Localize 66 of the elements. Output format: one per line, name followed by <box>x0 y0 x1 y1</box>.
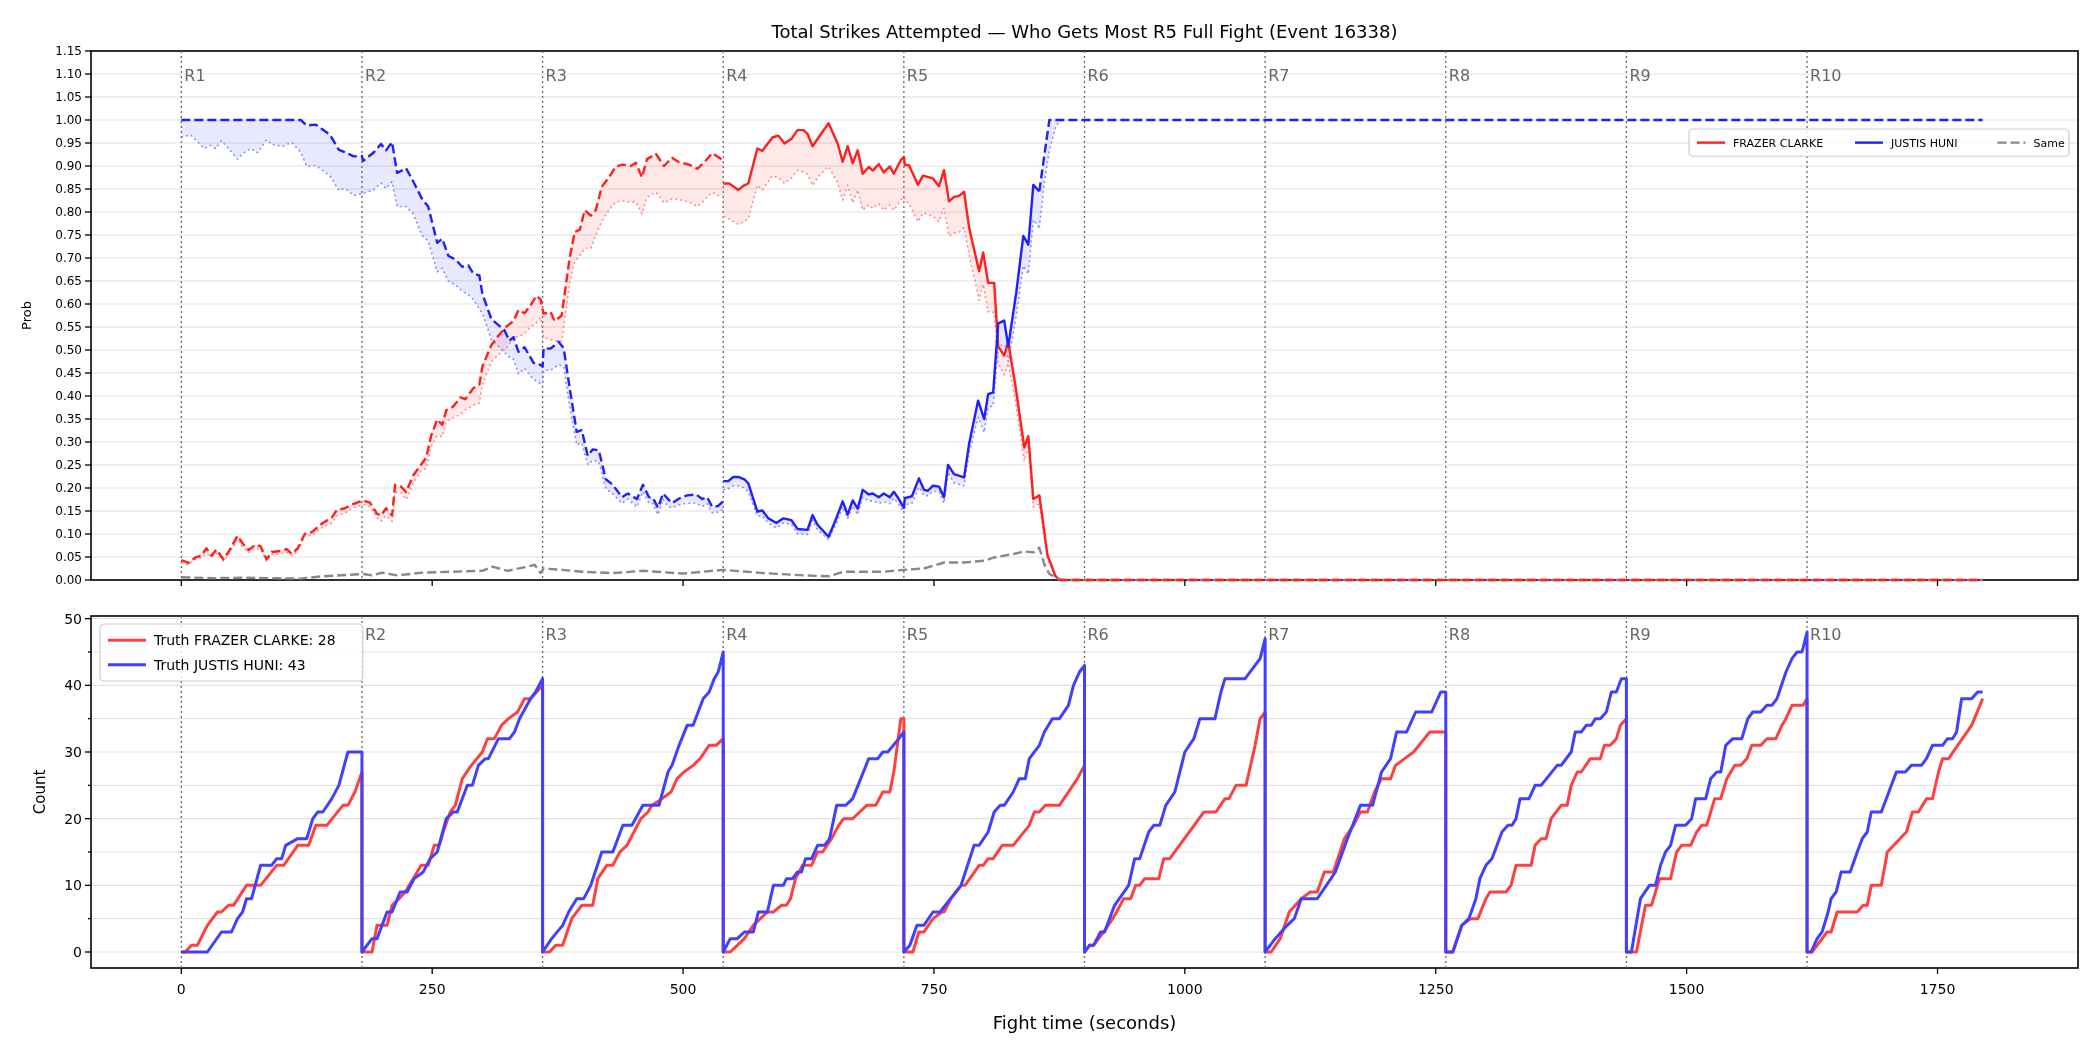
ref-line-label: R5 <box>906 66 929 85</box>
y-tick-label: 0.10 <box>55 527 82 541</box>
ref-line-label: R6 <box>1087 625 1109 644</box>
ref-line-label: R6 <box>1087 66 1109 85</box>
ref-line-label: R8 <box>1448 66 1471 85</box>
y-tick-label: 0.25 <box>55 458 82 472</box>
ref-line-label: R9 <box>1629 66 1651 85</box>
y-axis-title: Prob <box>18 301 34 330</box>
y-tick-label: 0.70 <box>55 251 82 265</box>
ref-line-label: R1 <box>184 66 206 85</box>
ref-line-label: R10 <box>1810 625 1842 644</box>
ref-line-label: R7 <box>1268 66 1290 85</box>
ref-line-label: R7 <box>1268 625 1290 644</box>
y-tick-label: 0.35 <box>55 412 82 426</box>
x-tick-label: 1000 <box>1167 981 1203 997</box>
legend-label: JUSTIS HUNI <box>1889 136 1958 150</box>
y-tick-label: 0.50 <box>55 343 82 357</box>
ref-line-label: R9 <box>1629 625 1651 644</box>
legend-label: Same <box>2033 136 2065 150</box>
ref-line-label: R2 <box>364 66 387 85</box>
ref-line-label: R8 <box>1448 625 1471 644</box>
y-tick-label: 0.75 <box>55 228 82 242</box>
y-tick-label: 0.30 <box>55 435 82 449</box>
y-tick-label: 40 <box>64 677 82 694</box>
y-tick-label: 0.40 <box>55 389 82 403</box>
x-tick-label: 1250 <box>1417 981 1454 997</box>
y-tick-label: 0.85 <box>55 182 82 196</box>
x-tick-label: 250 <box>418 981 446 997</box>
y-tick-label: 0.45 <box>55 366 82 380</box>
legend-label: FRAZER CLARKE <box>1733 136 1824 150</box>
y-tick-label: 0.15 <box>55 504 82 518</box>
ref-line-label: R3 <box>545 66 567 85</box>
y-tick-label: 1.10 <box>55 67 82 81</box>
y-tick-label: 1.00 <box>55 113 82 127</box>
ref-line-label: R2 <box>364 625 387 644</box>
y-tick-label: 0.80 <box>55 205 82 219</box>
y-tick-label: 0.05 <box>55 550 82 564</box>
x-tick-label: 750 <box>920 981 948 997</box>
y-tick-label: 1.15 <box>55 44 82 58</box>
x-tick-label: 0 <box>176 981 186 997</box>
y-tick-label: 0.90 <box>55 159 82 173</box>
ref-line-label: R4 <box>726 625 748 644</box>
y-tick-label: 0 <box>73 944 82 960</box>
y-tick-label: 10 <box>64 877 82 894</box>
y-tick-label: 0.60 <box>55 297 82 311</box>
y-tick-label: 0.55 <box>55 320 82 334</box>
chart-title: Total Strikes Attempted — Who Gets Most R5 Full Fight (Event 16338) <box>770 21 1398 42</box>
y-tick-label: 0.20 <box>55 481 82 495</box>
y-axis-title: Count <box>31 769 49 815</box>
ref-line-label: R5 <box>906 625 929 644</box>
y-tick-label: 20 <box>64 810 82 827</box>
x-tick-label: 1500 <box>1668 981 1705 997</box>
x-tick-label: 500 <box>669 981 697 997</box>
y-tick-label: 0.95 <box>55 136 82 150</box>
legend-label: Truth FRAZER CLARKE: 28 <box>153 632 336 649</box>
x-tick-label: 1750 <box>1919 981 1956 997</box>
ref-line-label: R4 <box>726 66 748 85</box>
y-tick-label: 0.65 <box>55 274 82 288</box>
y-tick-label: 0.00 <box>55 573 82 587</box>
y-tick-label: 1.05 <box>55 90 82 104</box>
legend-label: Truth JUSTIS HUNI: 43 <box>153 656 306 673</box>
y-tick-label: 30 <box>64 744 82 760</box>
ref-line-label: R10 <box>1810 66 1842 85</box>
x-axis-title: Fight time (seconds) <box>992 1011 1177 1033</box>
y-tick-label: 50 <box>64 610 82 627</box>
ref-line-label: R3 <box>545 625 567 644</box>
